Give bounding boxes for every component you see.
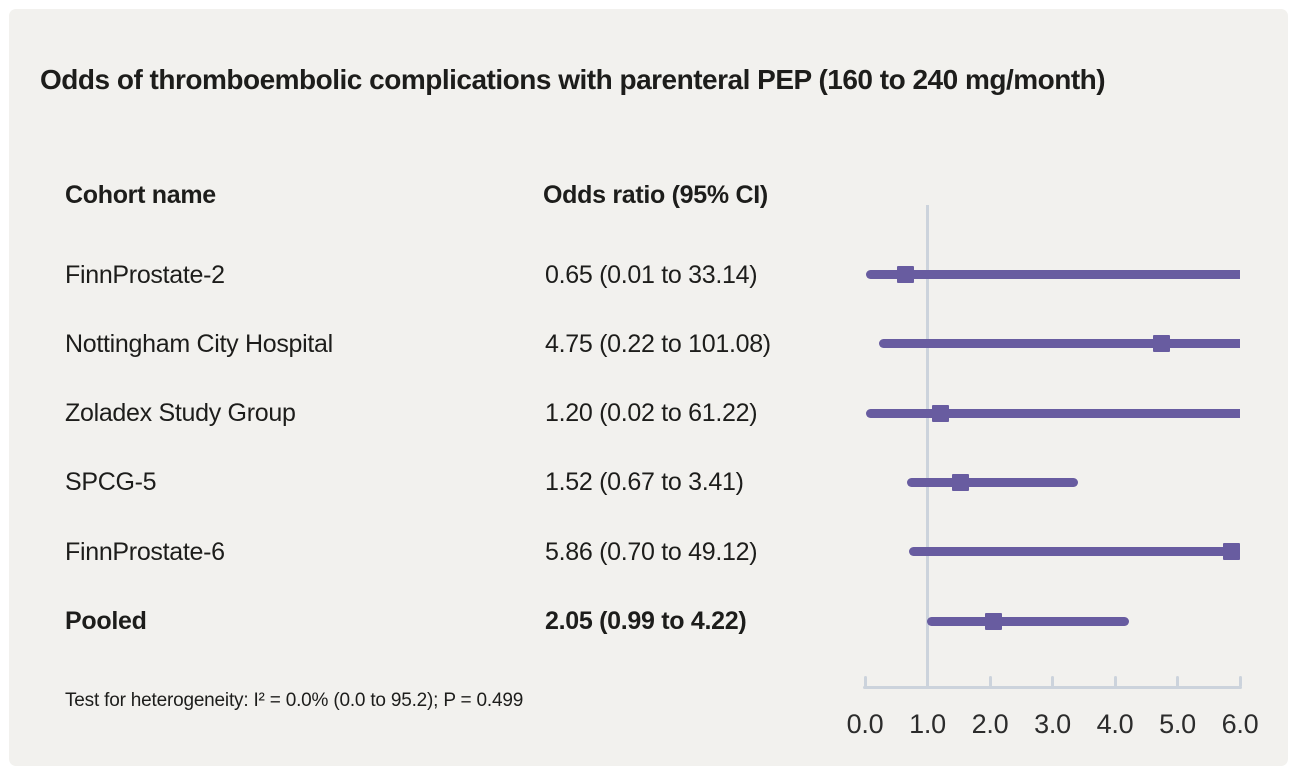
odds-ratio-marker	[1222, 543, 1240, 561]
confidence-interval-bar	[906, 477, 1079, 487]
x-axis-tick-label: 2.0	[971, 709, 1009, 739]
confidence-interval-bar	[908, 547, 1240, 557]
odds-ratio-marker	[931, 404, 949, 422]
x-axis-tick	[1051, 676, 1054, 687]
row-odds-ratio-value: 1.52 (0.67 to 3.41)	[545, 468, 744, 497]
row-odds-ratio-value: 5.86 (0.70 to 49.12)	[545, 537, 758, 566]
x-axis-tick-label: 6.0	[1221, 709, 1259, 739]
row-odds-ratio-value: 1.20 (0.02 to 61.22)	[545, 399, 758, 428]
row-cohort-label: FinnProstate-6	[65, 537, 225, 566]
figure-background-panel	[9, 9, 1288, 766]
x-axis-tick	[863, 676, 867, 687]
row-odds-ratio-value: 0.65 (0.01 to 33.14)	[545, 260, 758, 289]
confidence-interval-bar	[926, 616, 1129, 626]
odds-ratio-marker	[951, 473, 969, 491]
x-axis-tick-label: 3.0	[1034, 709, 1071, 739]
row-odds-ratio-value: 4.75 (0.22 to 101.08)	[545, 329, 771, 358]
row-cohort-label: Zoladex Study Group	[65, 399, 296, 428]
column-header-odds-ratio: Odds ratio (95% CI)	[543, 181, 768, 209]
x-axis-tick-label: 0.0	[846, 709, 884, 739]
x-axis-tick-label: 4.0	[1096, 709, 1134, 739]
x-axis-tick	[1176, 676, 1179, 687]
reference-line-or-1	[926, 205, 929, 687]
odds-ratio-marker	[1153, 335, 1171, 353]
x-axis-tick	[988, 676, 992, 687]
x-axis-tick-label: 1.0	[909, 709, 946, 739]
row-cohort-label: Nottingham City Hospital	[65, 329, 333, 358]
confidence-interval-bar	[866, 408, 1240, 418]
x-axis-tick	[1113, 676, 1117, 687]
x-axis-tick-label: 5.0	[1159, 709, 1196, 739]
row-cohort-label: Pooled	[65, 607, 147, 635]
heterogeneity-footnote: Test for heterogeneity: I² = 0.0% (0.0 t…	[65, 690, 524, 711]
confidence-interval-bar	[878, 339, 1240, 349]
row-cohort-label: SPCG-5	[65, 468, 157, 497]
odds-ratio-marker	[984, 612, 1002, 630]
x-axis-line	[863, 686, 1242, 689]
chart-title: Odds of thromboembolic complications wit…	[40, 64, 1106, 95]
odds-ratio-marker	[897, 266, 915, 283]
column-header-cohort-name: Cohort name	[65, 181, 216, 209]
row-cohort-label: FinnProstate-2	[65, 260, 225, 289]
x-axis-tick	[926, 676, 929, 687]
row-odds-ratio-value: 2.05 (0.99 to 4.22)	[545, 607, 747, 635]
x-axis-tick	[1238, 676, 1242, 687]
confidence-interval-bar	[865, 270, 1240, 279]
